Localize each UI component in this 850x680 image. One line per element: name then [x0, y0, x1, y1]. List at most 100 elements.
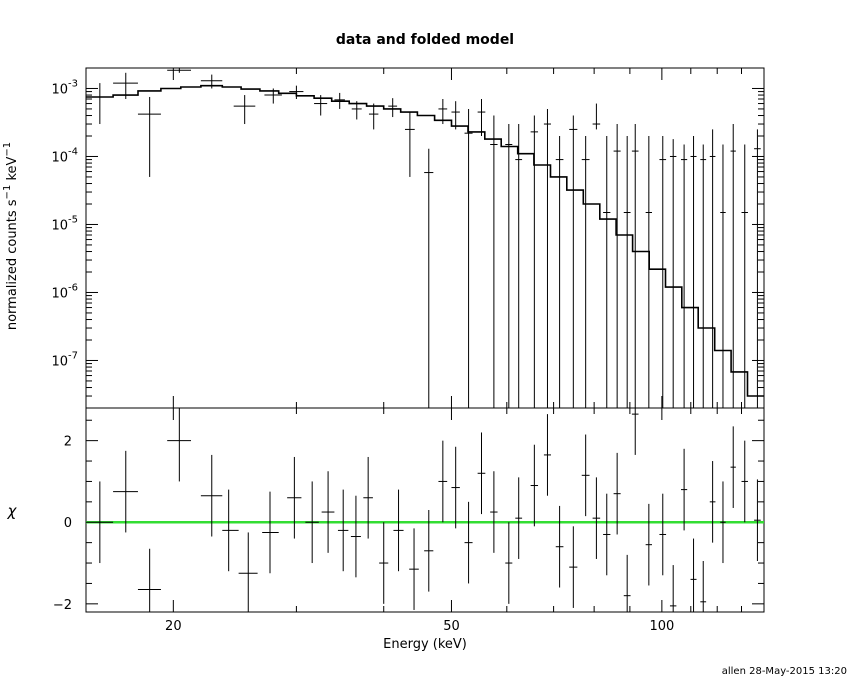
data-point [569, 115, 578, 408]
data-point [438, 99, 448, 125]
residual-point [645, 503, 652, 586]
residual-point [409, 528, 419, 610]
data-point [613, 124, 621, 408]
data-point [690, 136, 697, 408]
x-tick-label: 20 [165, 619, 182, 634]
data-point [530, 115, 539, 408]
residual-point [623, 554, 631, 612]
folded-model-step [86, 84, 764, 397]
residual-point [631, 408, 639, 455]
bottom-y-tick-label: 2 [64, 435, 72, 450]
footer-credit: allen 28-May-2015 13:20 [722, 666, 847, 677]
residual-point [305, 481, 319, 564]
residual-point [669, 565, 677, 612]
model-line [86, 84, 764, 397]
residual-point [137, 548, 161, 612]
data-point [754, 129, 761, 408]
data-point [388, 98, 398, 118]
residual-point [262, 491, 279, 574]
residual-point [680, 448, 688, 531]
residual-point [337, 489, 349, 572]
residual-point [515, 477, 523, 559]
bottom-y-tick-label: −2 [53, 598, 72, 613]
top-y-ticks: 10-3 10-4 10-5 10-6 10-7 [51, 67, 764, 409]
top-y-tick-label: 10-4 [51, 146, 78, 165]
data-point [741, 144, 748, 408]
data-point [543, 108, 551, 408]
data-point [645, 136, 652, 408]
residual-point [113, 450, 138, 533]
top-data-points [86, 68, 761, 408]
residual-point [86, 481, 114, 564]
residual-point [490, 471, 498, 553]
residual-point [464, 501, 473, 584]
data-point [592, 103, 601, 130]
data-point [167, 68, 192, 73]
data-point [351, 101, 362, 120]
bottom-panel-frame [85, 407, 765, 613]
data-point [368, 103, 379, 130]
data-point [451, 101, 460, 130]
residual-point [424, 510, 434, 592]
data-point [669, 139, 677, 408]
residual-point [555, 505, 564, 588]
data-point [720, 144, 726, 408]
x-tick-label: 100 [649, 619, 674, 634]
residual-point [505, 522, 513, 604]
top-y-tick-label: 10-6 [51, 282, 78, 301]
residual-point [700, 561, 707, 612]
data-point [200, 74, 223, 89]
top-y-tick-label: 10-3 [51, 78, 78, 97]
residual-point [720, 481, 726, 564]
data-point [659, 136, 667, 408]
data-point [709, 129, 716, 408]
x-tick-label: 50 [443, 619, 460, 634]
bottom-y-axis-label: χ [7, 502, 18, 520]
residual-point [451, 446, 460, 529]
data-point [113, 72, 138, 100]
residual-point [603, 493, 611, 576]
top-y-tick-label: 10-5 [51, 214, 78, 233]
residual-point [543, 414, 551, 496]
top-y-tick-label: 10-7 [51, 350, 78, 369]
data-point [631, 124, 639, 408]
top-x-ticks [172, 68, 765, 408]
residual-point [709, 461, 716, 543]
x-axis-label: Energy (keV) [383, 637, 467, 652]
residual-point [238, 532, 258, 612]
bottom-y-tick-label: 0 [64, 516, 72, 531]
residual-point [287, 456, 302, 539]
bottom-x-ticks: 20 50 100 [165, 408, 765, 634]
residual-point [321, 471, 335, 553]
bottom-panel: 20−2 20 50 100 χ [7, 407, 765, 634]
data-point [581, 136, 590, 408]
data-point [700, 144, 707, 408]
data-point [490, 115, 498, 408]
data-point [314, 95, 328, 116]
data-point [515, 124, 523, 408]
data-point [137, 96, 161, 177]
data-point [623, 136, 631, 408]
residual-point [350, 495, 361, 578]
data-point [505, 124, 513, 408]
data-point [334, 92, 345, 109]
residual-point [730, 426, 736, 508]
residual-point [741, 440, 748, 523]
data-point [477, 99, 486, 136]
data-point [424, 148, 434, 408]
residual-point [592, 477, 601, 559]
data-point [555, 136, 564, 408]
residual-points [86, 408, 761, 612]
data-point [86, 83, 114, 125]
residual-point [363, 456, 373, 539]
residual-point [659, 493, 667, 576]
top-panel: 10-3 10-4 10-5 10-6 10-7 normalized counts s… [2, 67, 765, 409]
residual-point [379, 522, 389, 604]
residual-point [393, 489, 404, 572]
residual-point [613, 452, 621, 535]
bottom-y-ticks: 2 0 −2 [53, 419, 764, 613]
residual-point [569, 526, 578, 608]
data-point [289, 85, 304, 100]
data-point [264, 88, 282, 104]
